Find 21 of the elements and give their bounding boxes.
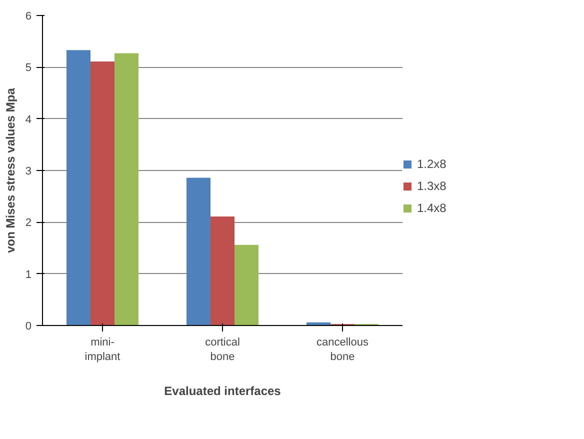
x-tick-label: mini- implant: [84, 336, 120, 363]
y-tick-label: 0: [25, 320, 32, 332]
bar: [90, 61, 114, 326]
legend-label: 1.4x8: [417, 201, 446, 215]
legend-label: 1.2x8: [417, 157, 446, 171]
bar: [210, 216, 234, 326]
y-tick-label: 1: [25, 268, 32, 281]
y-tick-label: 4: [25, 114, 32, 126]
bar: [186, 178, 210, 326]
y-tick-label: 6: [25, 10, 32, 22]
y-tick-label: 5: [25, 62, 32, 74]
y-axis-title: von Mises stress values Mpa: [3, 88, 18, 253]
bar: [114, 53, 138, 326]
x-axis-title: Evaluated interfaces: [164, 384, 282, 398]
bar: [66, 50, 90, 326]
y-tick-label: 3: [25, 166, 32, 178]
y-tick-label: 2: [25, 217, 32, 230]
legend-label: 1.3x8: [417, 179, 446, 193]
x-tick-label: cortical bone: [205, 336, 240, 363]
x-tick-label: cancellous bone: [316, 336, 369, 363]
bar: [234, 244, 258, 326]
